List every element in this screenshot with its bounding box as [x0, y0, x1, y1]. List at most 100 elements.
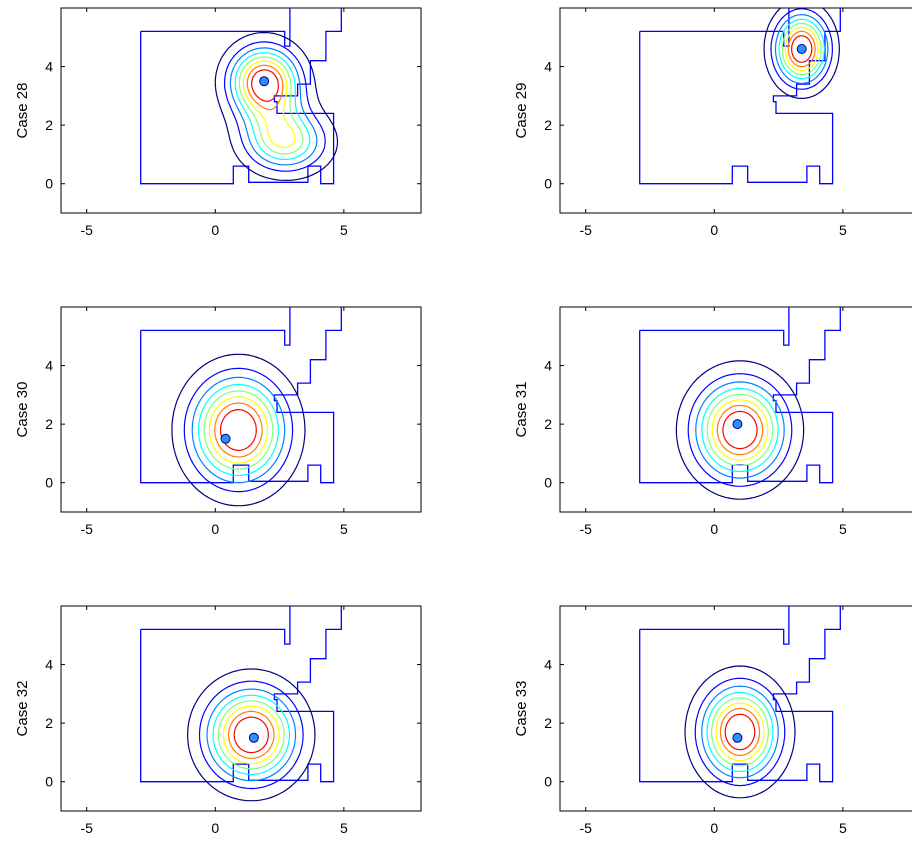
contour-level-1 [214, 31, 339, 181]
contour-level-6 [242, 60, 296, 148]
x-tick-label: 0 [710, 820, 718, 836]
contour-level-5 [781, 22, 822, 76]
x-tick-label: 0 [211, 820, 219, 836]
x-tick-label: -5 [579, 222, 592, 238]
source-marker [259, 76, 270, 87]
contour-level-3 [206, 688, 297, 782]
contour-level-8 [233, 716, 269, 754]
y-tick-label: 0 [45, 475, 53, 491]
floor-plan-outline [639, 606, 790, 645]
contour-level-7 [787, 30, 816, 68]
contour-level-3 [701, 685, 779, 779]
contour-level-7 [246, 64, 284, 111]
contour-level-2 [183, 367, 294, 493]
subplot-2: -5 0 5 0 2 4 Case 29 [513, 7, 912, 238]
contour-level-7 [214, 402, 263, 458]
floor-plan-outline [140, 606, 291, 645]
floor-plan-outline [639, 307, 790, 346]
plot-area [140, 307, 342, 507]
contour-level-2 [687, 373, 793, 487]
x-tick-label: 0 [211, 222, 219, 238]
y-axis-label: Case 28 [14, 83, 31, 139]
y-axis-label: Case 30 [14, 382, 31, 438]
y-tick-label: 2 [544, 416, 552, 432]
y-tick-label: 0 [45, 176, 53, 192]
source-marker [732, 419, 743, 430]
contour-level-3 [695, 381, 785, 479]
contour-level-1 [684, 665, 796, 799]
contour-level-7 [228, 710, 275, 759]
y-axis-label: Case 29 [513, 83, 530, 139]
contour-level-4 [701, 387, 779, 473]
y-tick-label: 2 [45, 117, 53, 133]
subplot-4: -5 0 5 0 2 4 Case 31 [513, 306, 912, 537]
x-tick-label: 0 [710, 521, 718, 537]
x-tick-label: 5 [340, 222, 348, 238]
x-tick-label: 5 [340, 820, 348, 836]
y-tick-label: 0 [544, 475, 552, 491]
x-tick-label: -5 [579, 521, 592, 537]
y-tick-label: 0 [544, 176, 552, 192]
y-tick-label: 0 [45, 774, 53, 790]
contour-level-2 [694, 677, 786, 787]
contour-level-4 [197, 383, 279, 477]
x-tick-label: -5 [80, 222, 93, 238]
source-marker [796, 44, 807, 54]
y-tick-label: 4 [45, 59, 53, 75]
contour-level-8 [722, 410, 758, 450]
y-tick-label: 4 [544, 657, 552, 673]
contour-level-6 [715, 702, 765, 762]
y-tick-label: 0 [544, 774, 552, 790]
floor-plan-outline [140, 307, 291, 346]
contour-level-5 [217, 700, 285, 770]
floor-plan-outline [140, 606, 342, 783]
plot-area [140, 8, 342, 185]
contour-level-3 [229, 47, 318, 166]
contour-level-5 [238, 56, 304, 155]
contour-level-4 [706, 691, 774, 773]
contour-level-7 [719, 707, 761, 756]
axes-frame [60, 7, 422, 214]
plot-area [140, 606, 342, 802]
x-tick-label: 5 [839, 820, 847, 836]
contour-level-8 [724, 713, 756, 751]
axes-frame [559, 7, 912, 214]
y-tick-label: 2 [544, 715, 552, 731]
subplot-3: -5 0 5 0 2 4 Case 30 [14, 306, 422, 537]
contour-level-1 [187, 668, 316, 802]
y-tick-label: 4 [544, 358, 552, 374]
contour-level-6 [784, 26, 819, 72]
x-tick-label: -5 [80, 820, 93, 836]
contour-level-2 [224, 41, 326, 172]
subplot-grid: -5 0 5 0 2 4 Case 28 -5 0 5 0 2 4 Case 29 -5 0 5 0 2 4 Case … [14, 7, 912, 836]
source-marker [220, 433, 231, 444]
x-tick-label: 5 [340, 521, 348, 537]
contour-level-6 [222, 705, 280, 765]
y-tick-label: 2 [45, 715, 53, 731]
x-tick-label: 5 [839, 521, 847, 537]
subplot-6: -5 0 5 0 2 4 Case 33 [513, 605, 912, 836]
y-axis-label: Case 32 [14, 681, 31, 737]
subplot-1: -5 0 5 0 2 4 Case 28 [14, 7, 422, 238]
axes-frame [559, 306, 912, 513]
x-tick-label: 0 [710, 222, 718, 238]
floor-plan-outline [639, 606, 841, 783]
contour-level-5 [711, 697, 769, 767]
contour-level-3 [191, 376, 286, 484]
source-marker [248, 732, 259, 743]
contour-level-1 [763, 8, 840, 99]
y-tick-label: 4 [544, 59, 552, 75]
contour-level-2 [198, 680, 304, 790]
contour-level-1 [675, 360, 805, 500]
contour-level-7 [716, 404, 764, 456]
x-tick-label: -5 [80, 521, 93, 537]
floor-plan-outline [639, 8, 790, 47]
y-tick-label: 2 [544, 117, 552, 133]
source-marker [732, 732, 743, 743]
contour-level-5 [203, 390, 274, 470]
x-tick-label: -5 [579, 820, 592, 836]
contour-level-4 [212, 694, 291, 775]
contour-level-8 [791, 35, 813, 63]
contour-level-1 [171, 353, 306, 507]
